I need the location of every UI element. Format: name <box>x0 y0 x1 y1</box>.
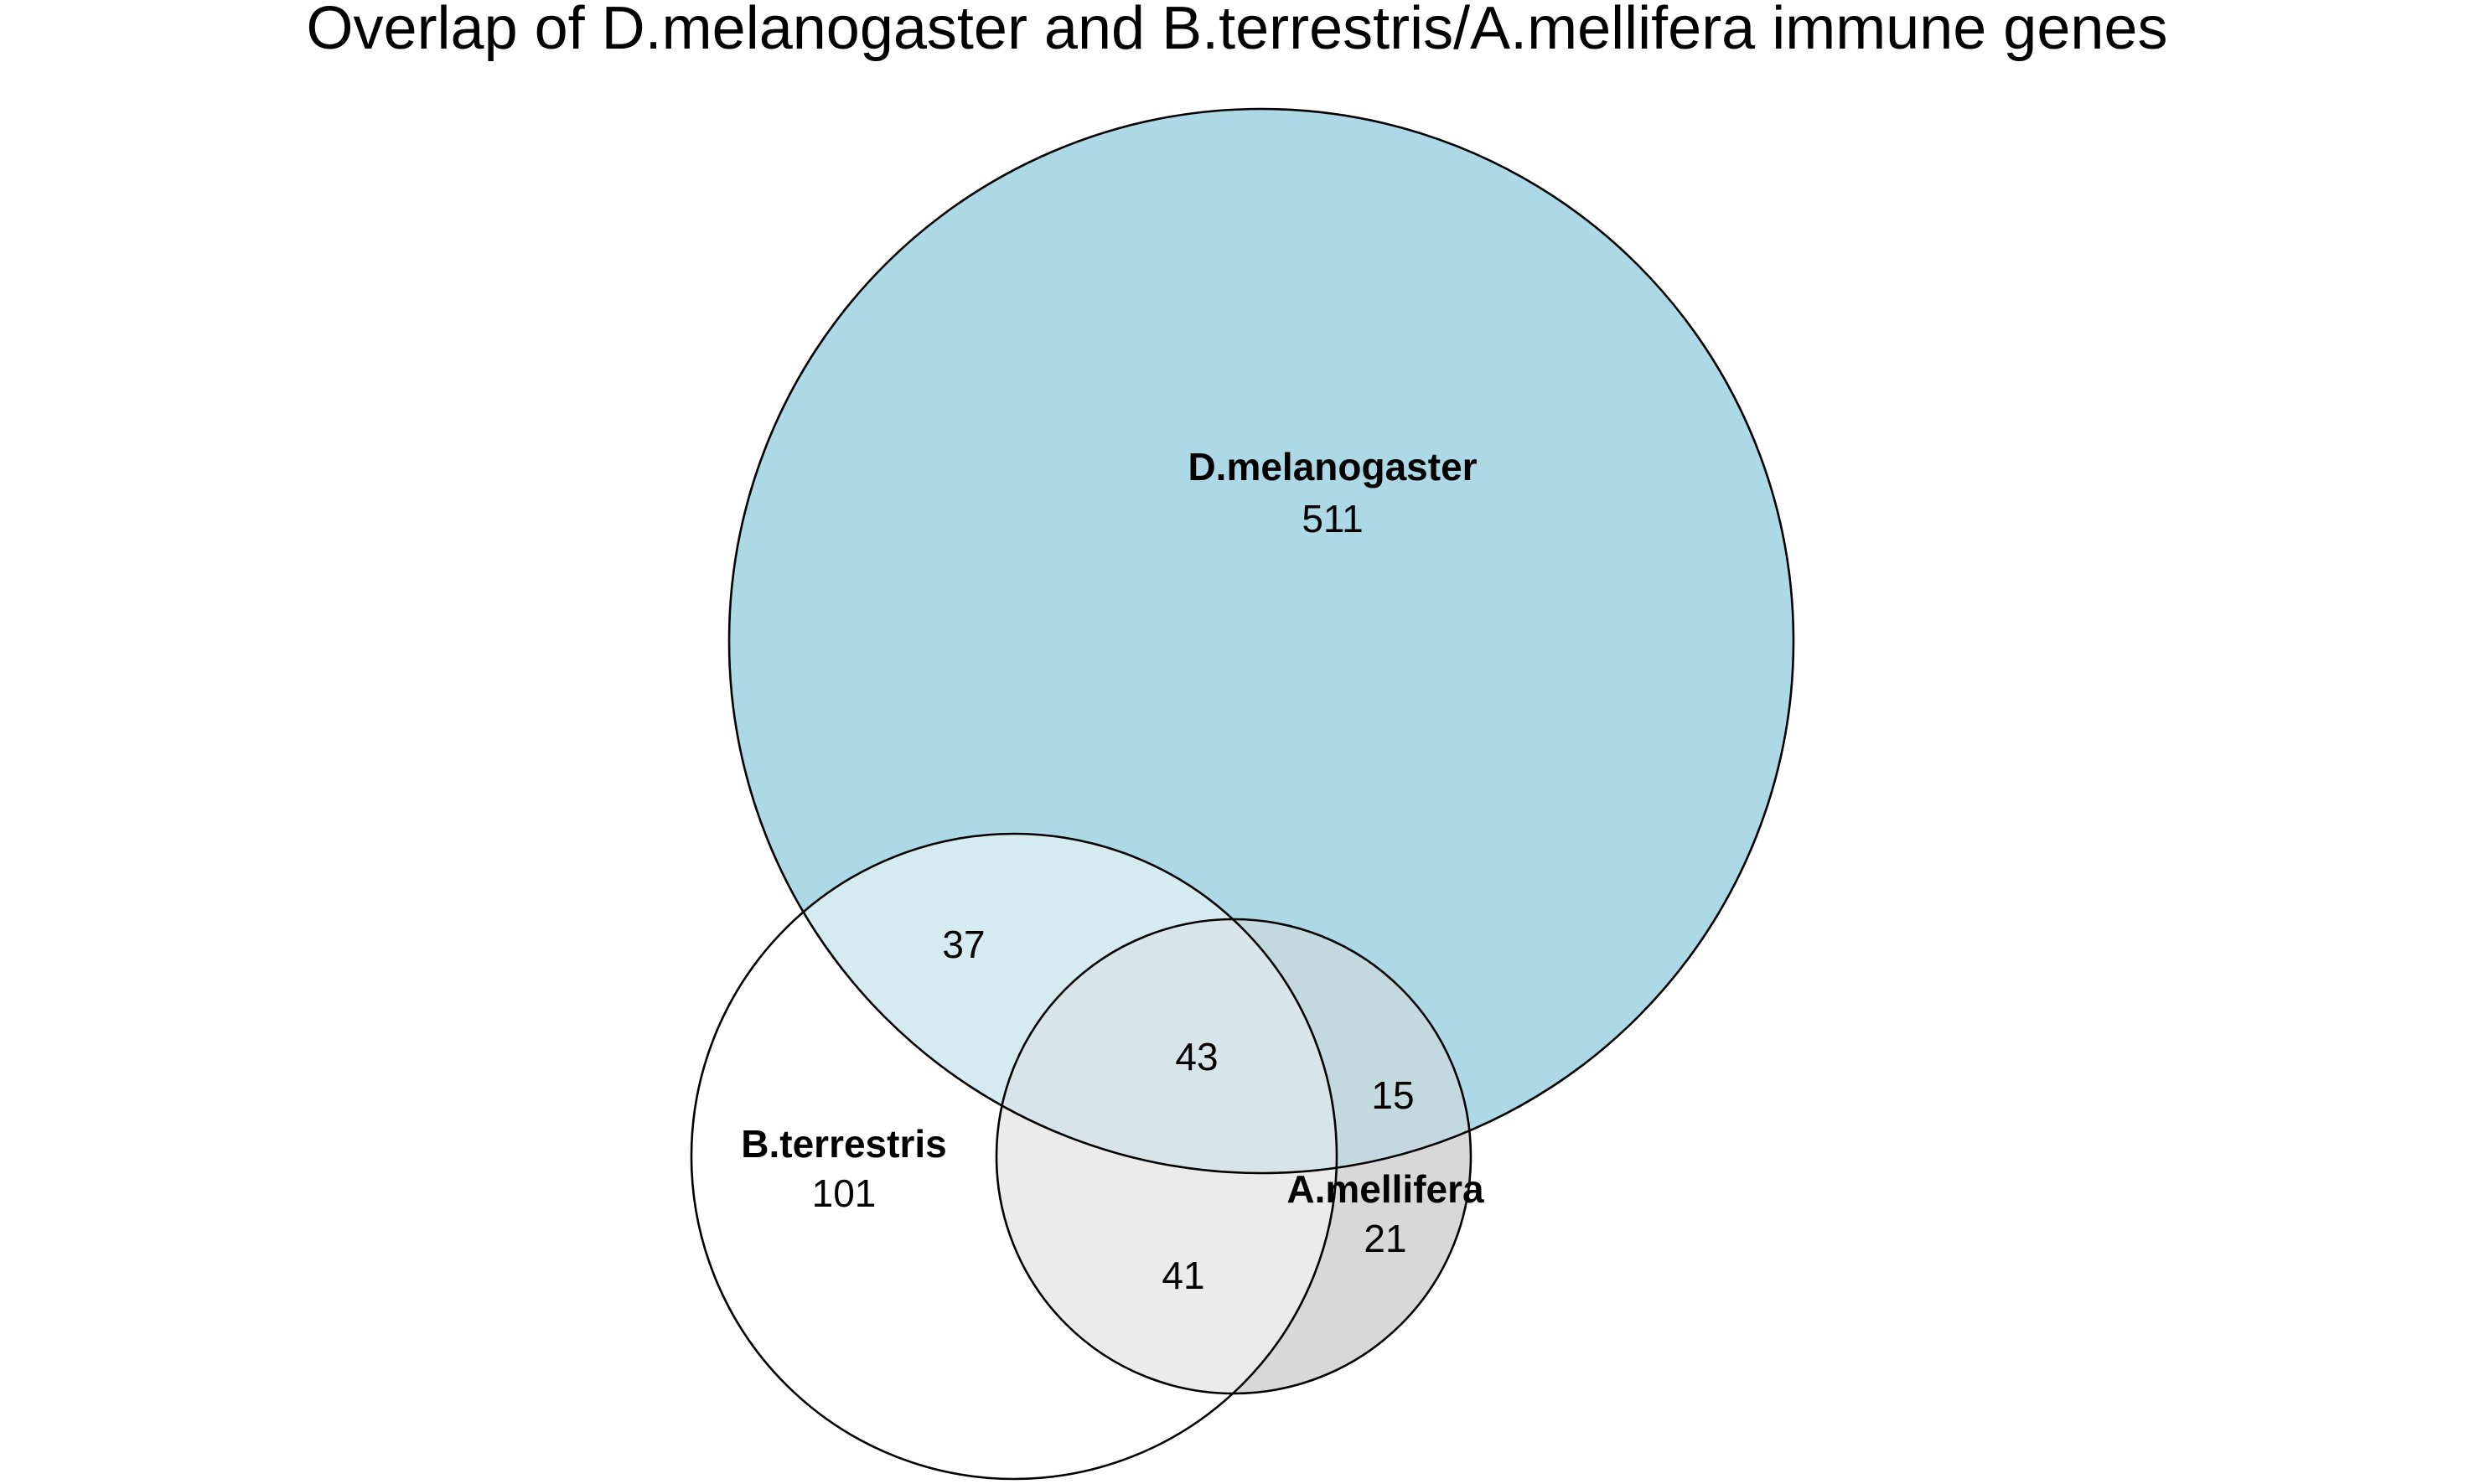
diagram-title: Overlap of D.melanogaster and B.terrestr… <box>307 0 2168 62</box>
region-dmel-bter-amel <box>996 919 1337 1173</box>
amel-label: A.mellifera <box>1286 1167 1484 1211</box>
bter-label: B.terrestris <box>741 1122 946 1166</box>
bter-amel-count: 41 <box>1162 1254 1204 1297</box>
dmel-amel-count: 15 <box>1371 1073 1414 1117</box>
dmel-bter-count: 37 <box>942 923 985 966</box>
amel-count: 21 <box>1364 1217 1406 1260</box>
bter-circle-outline <box>690 832 1338 1481</box>
bter-count: 101 <box>812 1171 877 1215</box>
dmel-count: 511 <box>1302 497 1363 540</box>
dmel-label: D.melanogaster <box>1188 445 1477 489</box>
amel-circle-outline <box>995 918 1472 1395</box>
dmel-bter-amel-count: 43 <box>1175 1035 1218 1078</box>
dmel-circle-outline <box>727 107 1795 1175</box>
